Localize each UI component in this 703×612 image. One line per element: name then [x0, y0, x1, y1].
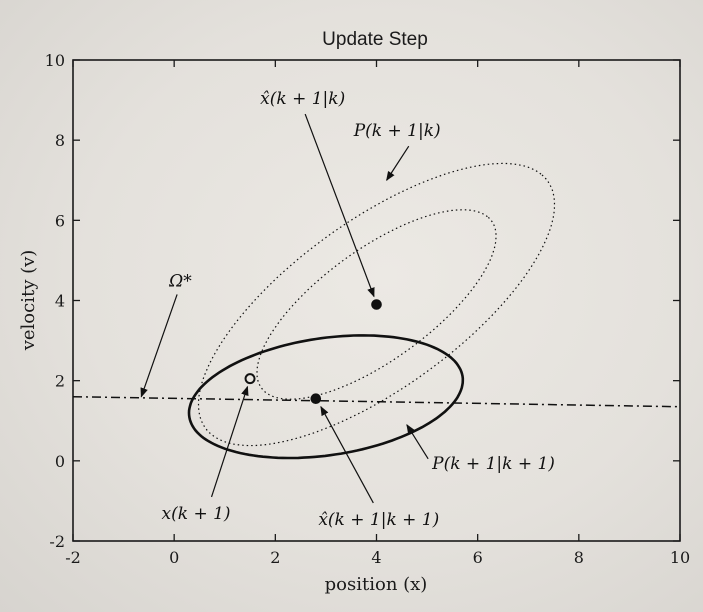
- x-tick-label: 6: [473, 548, 483, 567]
- annotation-xhat_kk: x̂(k + 1|k): [260, 89, 345, 109]
- y-tick-label: 10: [45, 51, 65, 70]
- annotation-omega: Ω*: [168, 271, 192, 291]
- x-tick-label: -2: [65, 548, 81, 567]
- x-tick-label: 0: [169, 548, 179, 567]
- chart-title: Update Step: [322, 29, 428, 50]
- annotation-x_k1: x(k + 1): [162, 504, 231, 524]
- y-tick-label: -2: [49, 532, 65, 551]
- x-axis-label: position (x): [325, 574, 428, 595]
- x-tick-label: 4: [371, 548, 381, 567]
- posterior-covariance-ellipse: [187, 334, 465, 460]
- estimate-point: [371, 299, 382, 310]
- y-tick-label: 8: [55, 131, 65, 150]
- annotation-arrow: [406, 423, 429, 460]
- prior-covariance-ellipse: [256, 209, 497, 400]
- y-axis-label: velocity (v): [18, 250, 39, 352]
- annotation-arrow: [386, 145, 410, 182]
- annotation-arrow: [140, 294, 178, 398]
- annotation-p_kk1: P(k + 1|k + 1): [431, 454, 555, 474]
- annotation-arrow: [304, 113, 375, 298]
- x-tick-label: 8: [574, 548, 584, 567]
- y-tick-label: 2: [55, 372, 65, 391]
- annotation-arrow: [320, 405, 374, 504]
- x-tick-label: 2: [270, 548, 280, 567]
- annotation-xhat_kk1: x̂(k + 1|k + 1): [318, 510, 439, 530]
- y-tick-label: 6: [55, 211, 65, 230]
- measurement-line: [72, 395, 681, 408]
- y-tick-label: 0: [55, 452, 65, 471]
- estimate-point: [310, 393, 322, 405]
- measurement-point: [244, 373, 256, 385]
- annotation-arrow: [210, 385, 249, 498]
- annotation-p_kk: P(k + 1|k): [353, 121, 441, 141]
- x-tick-label: 10: [670, 548, 690, 567]
- y-tick-label: 4: [55, 292, 65, 311]
